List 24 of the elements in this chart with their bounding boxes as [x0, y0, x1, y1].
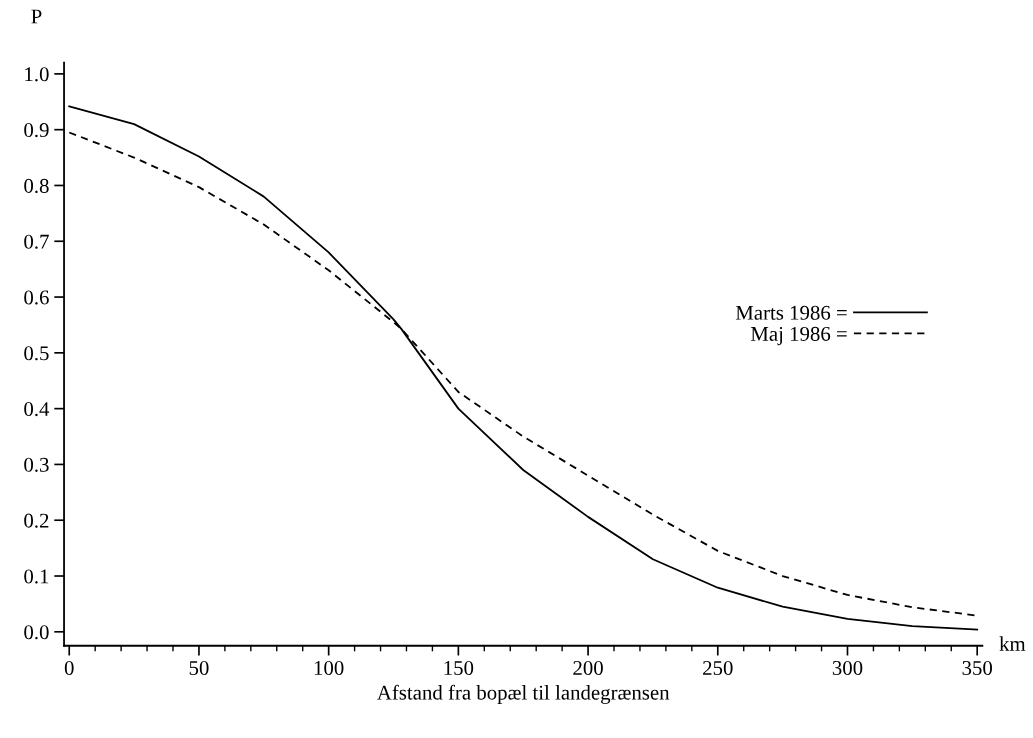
x-tick-label: 200	[573, 660, 603, 675]
y-tick-label: 0.3	[24, 457, 49, 472]
y-tick-label: 0.8	[24, 178, 49, 193]
y-tick-label: 0.4	[24, 402, 50, 417]
y-tick-label: 0.0	[24, 625, 49, 640]
legend-label: Maj 1986 =	[750, 326, 847, 346]
y-tick-label: 0.2	[24, 513, 49, 528]
x-tick-label: 50	[189, 660, 209, 675]
y-tick-label: 1.0	[25, 67, 49, 82]
y-axis-title: P	[31, 9, 42, 24]
x-tick-label: 150	[444, 660, 474, 675]
y-tick-label: 0.5	[24, 346, 49, 361]
x-tick-label: 250	[703, 660, 733, 675]
x-tick-label: 100	[314, 660, 344, 675]
y-tick-label: 0.1	[24, 569, 49, 584]
x-tick-label: 0	[64, 660, 74, 675]
x-axis-title: Afstand fra bopæl til landegrænsen	[377, 684, 670, 704]
x-tick-label: 300	[832, 660, 863, 675]
y-tick-label: 0.6	[24, 290, 49, 305]
y-tick-label: 0.9	[24, 123, 49, 138]
legend-label: Marts 1986 =	[735, 305, 847, 320]
text: km	[999, 636, 1026, 651]
x-tick-label: 350	[962, 660, 993, 675]
y-tick-label: 0.7	[24, 234, 49, 249]
